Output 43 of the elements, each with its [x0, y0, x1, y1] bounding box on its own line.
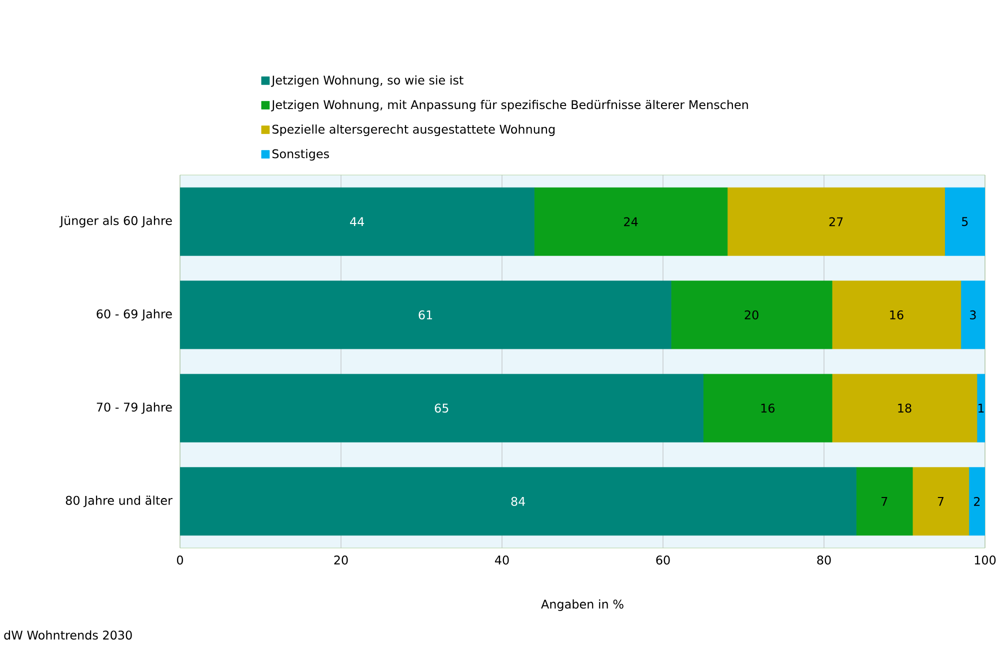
data-label: 65 [434, 404, 448, 413]
legend-label: Sonstiges [272, 149, 329, 161]
bar [703, 374, 832, 442]
bar [832, 280, 962, 350]
bar [856, 467, 913, 536]
x-tick-label: 40 [494, 556, 509, 565]
x-tick-label: 80 [817, 556, 831, 565]
x-tick-label: 20 [334, 556, 348, 565]
data-label: 7 [882, 497, 888, 506]
legend-label: Spezielle altersgerecht ausgestattete Wohnung [272, 124, 555, 136]
data-label: 7 [938, 497, 944, 506]
x-tick-label: 100 [974, 556, 996, 565]
y-tick-label: 70 - 79 Jahre [96, 402, 172, 414]
bar [534, 187, 728, 256]
bar [960, 280, 986, 350]
y-tick-label: Jünger als 60 Jahre [59, 216, 172, 228]
data-label: 61 [418, 310, 432, 320]
y-tick-label: 80 Jahre und älter [66, 496, 172, 508]
x-tick-label: 60 [656, 556, 670, 565]
y-tick-label: 60 - 69 Jahre [96, 309, 172, 321]
legend-label: Jetzigen Wohnung, so wie sie ist [271, 75, 464, 87]
text: dW Wohntrends 2030 [4, 630, 132, 640]
data-label: 44 [350, 217, 364, 226]
x-tick-label: 0 [176, 556, 184, 565]
data-label: 27 [829, 217, 843, 226]
data-label: 24 [624, 217, 638, 226]
bar [670, 280, 832, 350]
bar [912, 467, 970, 536]
bar [968, 467, 986, 536]
data-label: 84 [511, 496, 526, 506]
bar [944, 187, 986, 256]
x-axis-title: Angaben in % [541, 599, 624, 611]
data-label: 20 [744, 310, 758, 320]
bar [832, 374, 978, 442]
data-label: 5 [962, 217, 968, 226]
bar [727, 187, 945, 256]
data-label: 18 [898, 404, 912, 413]
data-label: 16 [761, 404, 775, 413]
data-label: 16 [890, 310, 904, 320]
data-label: 1 [978, 404, 984, 412]
data-label: 2 [974, 496, 980, 506]
legend-label: Jetzigen Wohnung, mit Anpassung für spezifische Bedürfnisse älterer Menschen [271, 100, 748, 112]
data-label: 3 [970, 310, 976, 320]
